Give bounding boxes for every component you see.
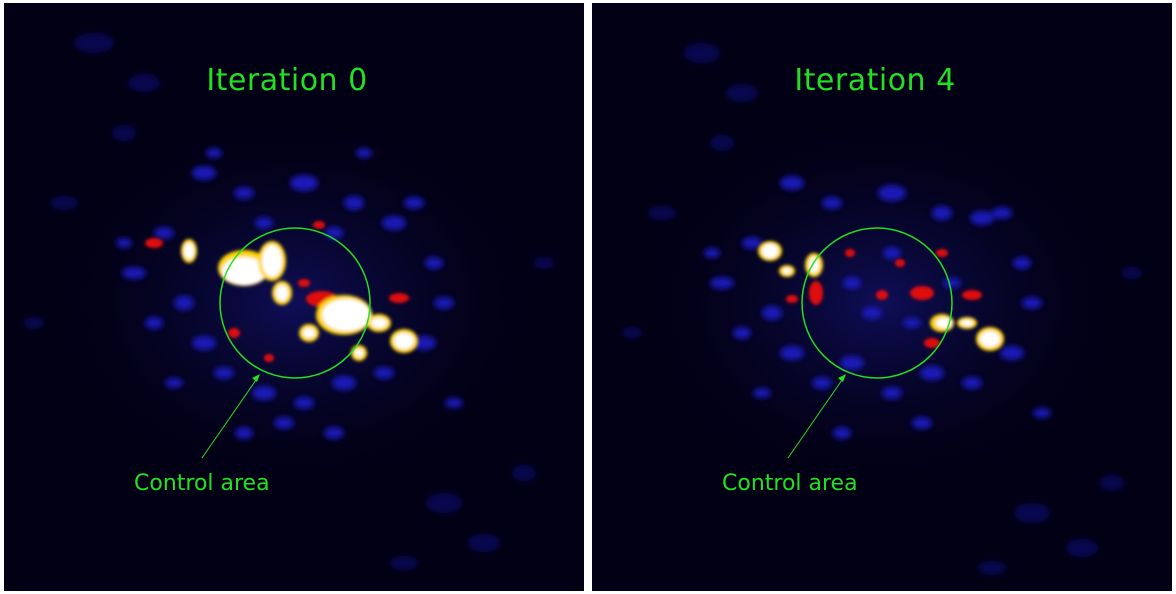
panel-title: Iteration 4 (794, 63, 956, 98)
arrow-head-icon (252, 374, 260, 382)
control-area-circle (801, 227, 953, 379)
control-area-arrow (201, 379, 257, 459)
speckle-image-iteration-0 (4, 3, 584, 591)
control-area-circle (219, 227, 371, 379)
control-area-label: Control area (722, 471, 858, 496)
speckle-image-iteration-4 (592, 3, 1172, 591)
panel-iteration-4: Iteration 4 Control area (592, 3, 1172, 591)
panel-title: Iteration 0 (206, 63, 368, 98)
panel-iteration-0: Iteration 0 Control area (4, 3, 584, 591)
control-area-label: Control area (134, 471, 270, 496)
arrow-head-icon (838, 374, 846, 382)
control-area-arrow (787, 379, 843, 459)
